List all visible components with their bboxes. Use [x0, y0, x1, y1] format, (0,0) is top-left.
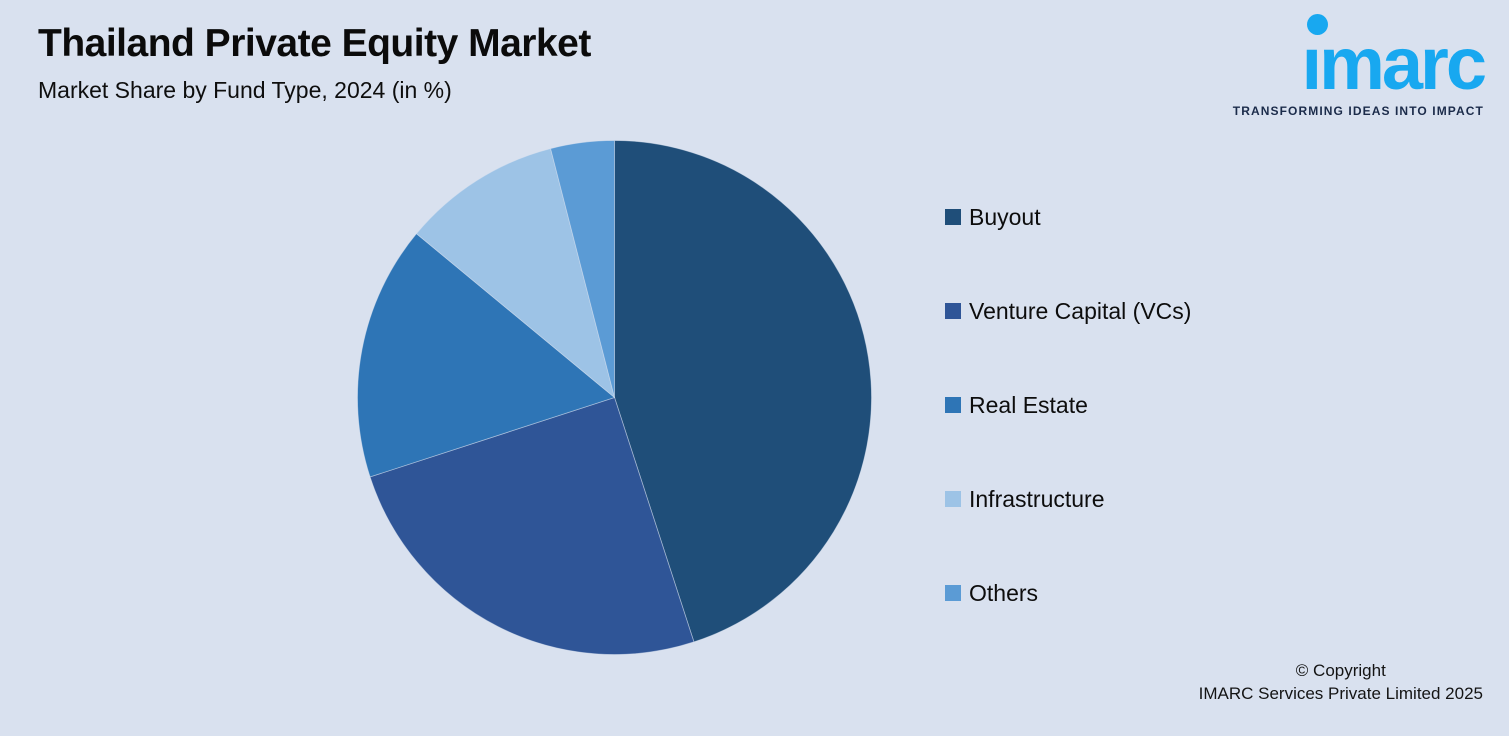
legend-item-others: Others: [945, 579, 1191, 607]
imarc-tagline: TRANSFORMING IDEAS INTO IMPACT: [1232, 104, 1484, 119]
pie-slice-buyout: [614, 140, 872, 643]
legend-label: Buyout: [969, 203, 1041, 230]
legend-swatch-icon: [945, 303, 961, 319]
legend-label: Infrastructure: [969, 485, 1105, 512]
legend-swatch-icon: [945, 585, 961, 601]
pie-slice-real-estate: [357, 233, 616, 478]
legend-item-buyout: Buyout: [945, 203, 1191, 231]
copyright: © Copyright IMARC Services Private Limit…: [1199, 660, 1483, 706]
pie-slice-infrastructure: [415, 148, 616, 399]
pie-slice-venture-capital-vcs: [369, 396, 695, 655]
pie-chart-container: [357, 140, 872, 655]
imarc-logo-dot-icon: [1306, 14, 1328, 35]
legend-swatch-icon: [945, 209, 961, 225]
imarc-logo: ımarc TRANSFORMING IDEAS INTO IMPACT: [1232, 8, 1487, 119]
pie-chart: [357, 140, 872, 655]
legend: Buyout Venture Capital (VCs) Real Estate In…: [945, 203, 1191, 673]
legend-swatch-icon: [945, 397, 961, 413]
page-title: Thailand Private Equity Market: [38, 22, 591, 65]
pie-slice-others: [550, 140, 615, 398]
legend-item-infrastructure: Infrastructure: [945, 485, 1191, 513]
legend-swatch-icon: [945, 491, 961, 507]
legend-label: Venture Capital (VCs): [969, 297, 1192, 324]
legend-item-real-estate: Real Estate: [945, 391, 1191, 419]
imarc-wordmark: ımarc: [1301, 22, 1487, 105]
legend-item-venture-capital-vcs: Venture Capital (VCs): [945, 297, 1191, 325]
chart-subtitle: Market Share by Fund Type, 2024 (in %): [38, 76, 452, 103]
chart-header: Thailand Private Equity Market Market Sh…: [38, 22, 591, 104]
legend-label: Others: [969, 579, 1039, 606]
copyright-line1: © Copyright: [1295, 661, 1386, 681]
legend-label: Real Estate: [969, 391, 1088, 418]
copyright-line2: IMARC Services Private Limited 2025: [1198, 684, 1483, 704]
